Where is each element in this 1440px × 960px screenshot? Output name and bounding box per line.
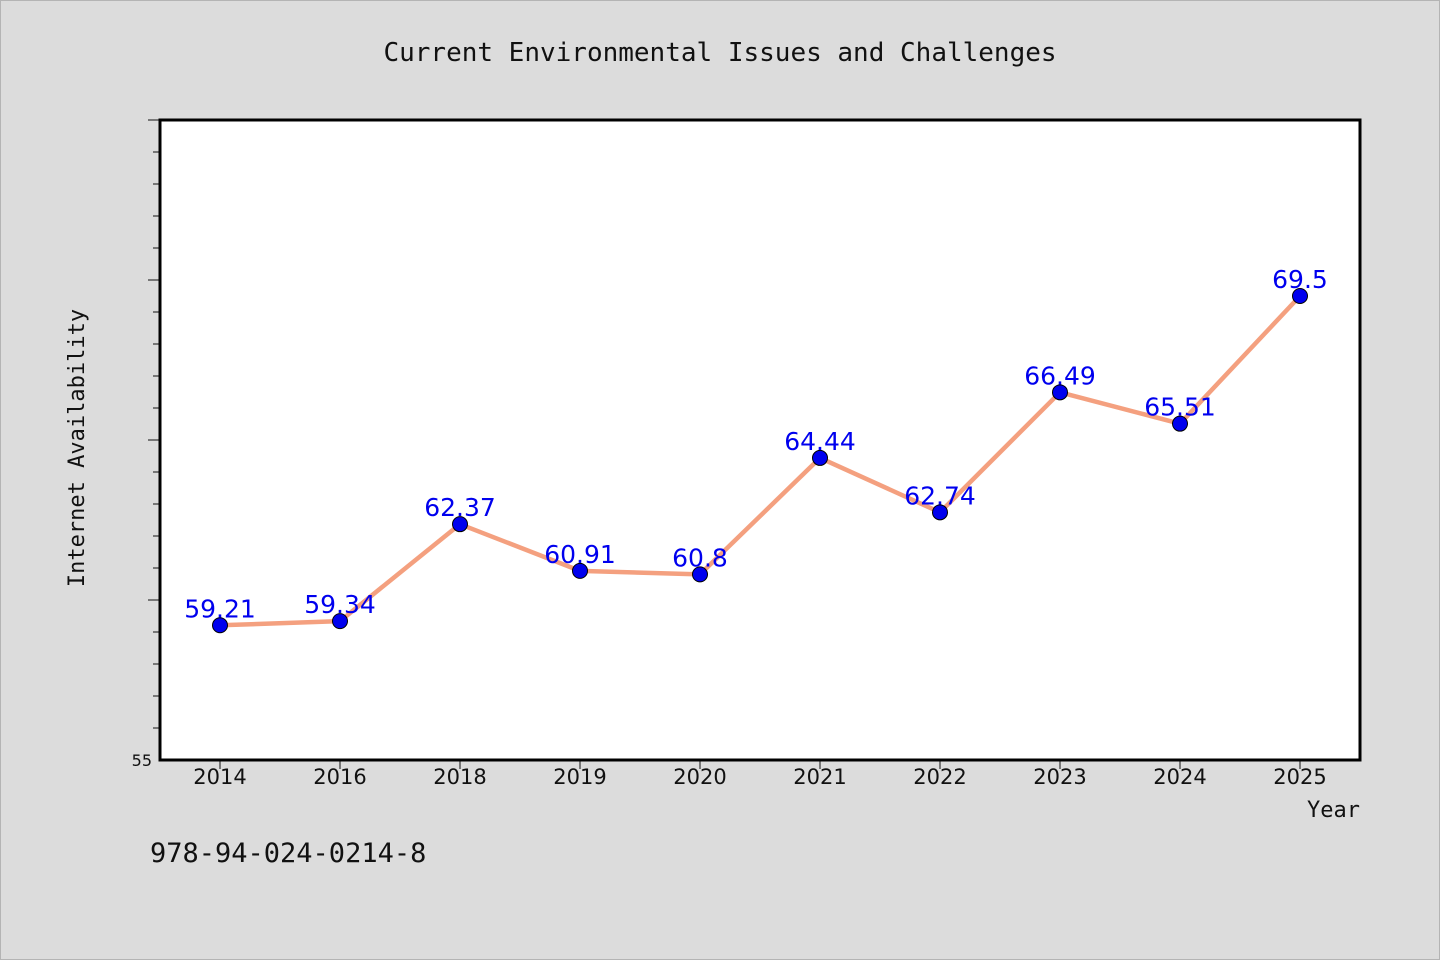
series-line	[217, 293, 1303, 628]
data-label: 64.44	[784, 427, 856, 456]
x-tick-label: 2019	[553, 765, 606, 789]
data-point	[212, 617, 228, 634]
data-point	[452, 516, 468, 533]
data-point	[1172, 415, 1188, 432]
isbn-text: 978-94-024-0214-8	[150, 838, 426, 869]
x-tick-label: 2025	[1273, 765, 1326, 789]
plot-frame	[158, 118, 1362, 762]
x-tick-label: 2018	[433, 765, 486, 789]
y-axis-label: Internet Availability	[65, 309, 90, 587]
data-label: 59.34	[304, 590, 376, 619]
data-label: 69.5	[1272, 265, 1328, 294]
data-point	[1292, 288, 1308, 304]
x-tick-label: 2023	[1033, 765, 1086, 789]
data-label: 66.49	[1024, 361, 1096, 390]
data-label: 62.37	[424, 493, 496, 522]
x-tick-label: 2016	[313, 765, 366, 789]
data-label: 59.21	[184, 594, 256, 623]
data-point	[692, 566, 708, 583]
data-label: 65.51	[1144, 393, 1216, 422]
data-point	[812, 449, 828, 466]
data-point	[332, 613, 348, 630]
data-markers	[212, 288, 1308, 634]
data-label: 60.8	[672, 543, 728, 572]
data-label: 60.91	[544, 540, 616, 569]
x-axis-ticks: 2014 2016 2018 2019 2020 2021 2022 2023 2024 2025	[193, 760, 1327, 789]
x-tick-label: 2022	[913, 765, 966, 789]
data-label: 62.74	[904, 481, 976, 510]
data-point	[932, 504, 948, 521]
x-tick-label: 2024	[1153, 765, 1206, 789]
plot-area	[160, 120, 1360, 760]
x-tick-label: 2021	[793, 765, 846, 789]
x-axis-label: Year	[1307, 798, 1360, 823]
data-point	[572, 562, 588, 579]
y-tick-label: 55	[132, 751, 152, 770]
x-tick-label: 2014	[193, 765, 246, 789]
data-point	[1052, 384, 1068, 401]
chart-title: Current Environmental Issues and Challen…	[383, 38, 1056, 68]
data-labels: 59.21 59.34 62.37 60.91 60.8 64.44 62.74 66.49 6…	[184, 265, 1328, 623]
x-tick-label: 2020	[673, 765, 726, 789]
